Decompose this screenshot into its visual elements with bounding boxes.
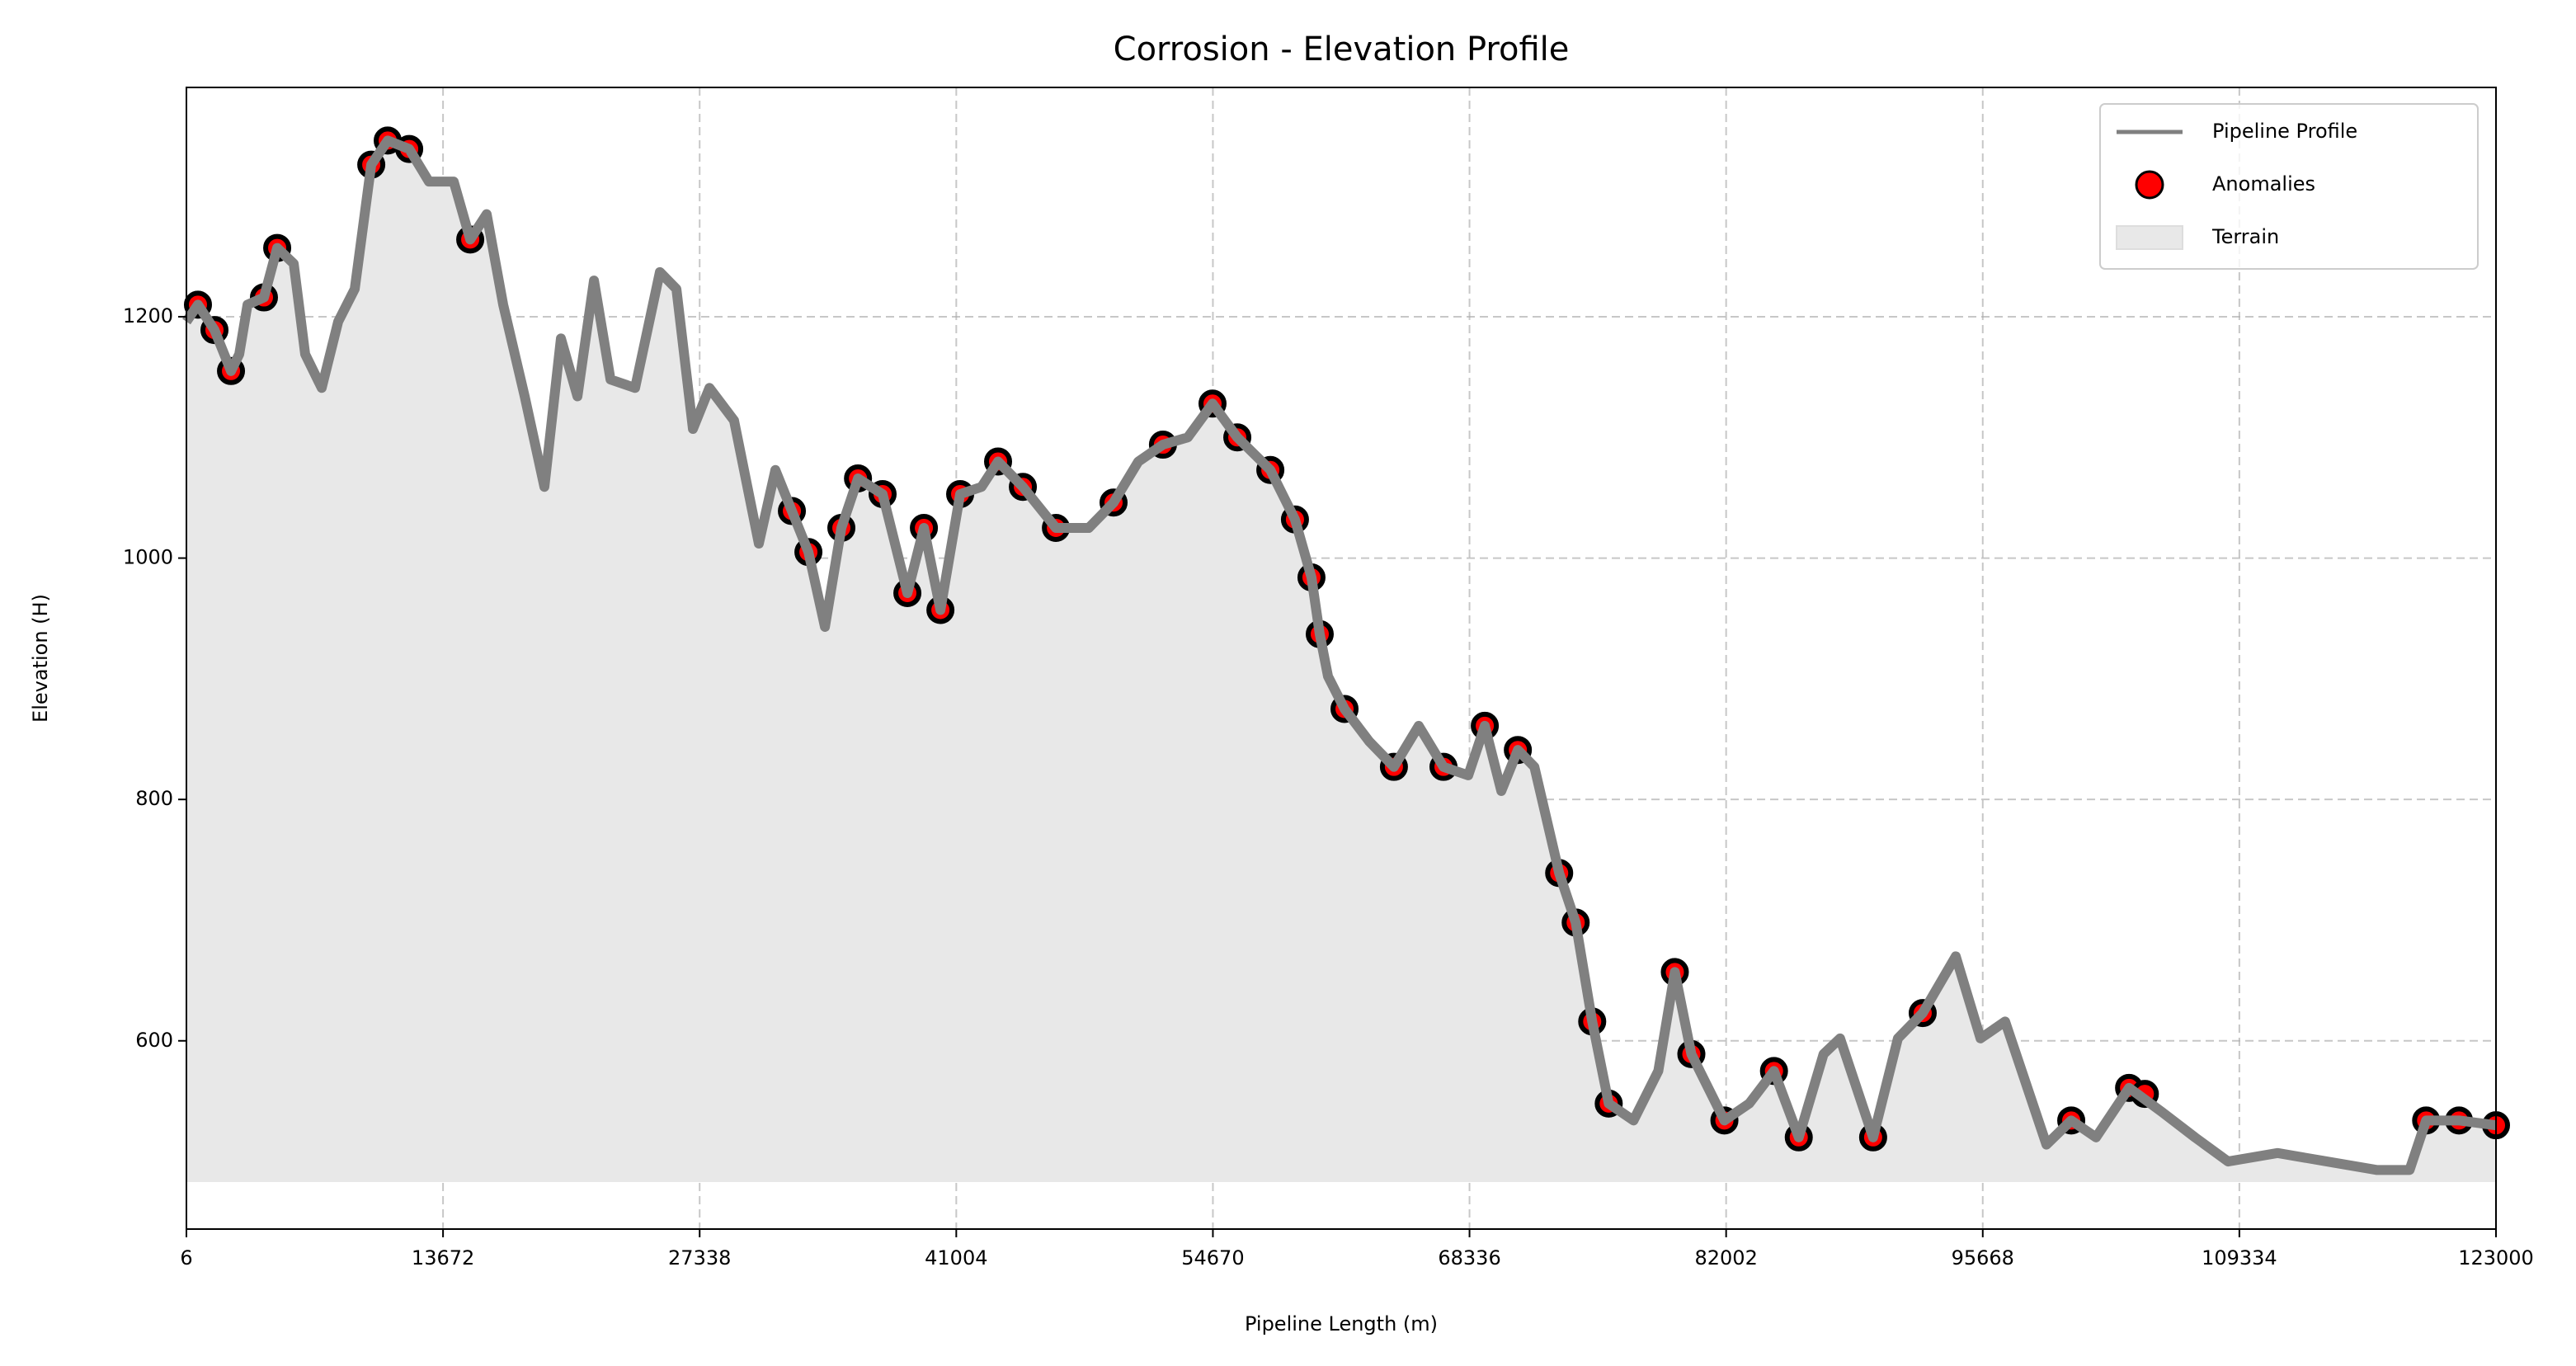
x-tick-label: 41004: [925, 1246, 987, 1269]
y-tick-label: 1000: [123, 546, 173, 569]
x-tick-label: 27338: [668, 1246, 731, 1269]
legend-label: Anomalies: [2212, 172, 2315, 195]
axes-frame: [186, 87, 2497, 1230]
x-axis-label: Pipeline Length (m): [1245, 1312, 1438, 1335]
x-tick-label: 54670: [1181, 1246, 1244, 1269]
legend-marker: [2135, 170, 2164, 200]
x-tick-label: 6: [180, 1246, 192, 1269]
x-tick-label: 68336: [1438, 1246, 1500, 1269]
legend-box: [2099, 103, 2479, 270]
y-tick-label: 1200: [123, 304, 173, 327]
legend-label: Pipeline Profile: [2212, 120, 2357, 143]
x-tick-label: 82002: [1694, 1246, 1757, 1269]
y-axis-label: Elevation (H): [29, 594, 52, 723]
x-tick-label: 123000: [2458, 1246, 2534, 1269]
legend-label: Terrain: [2211, 225, 2279, 248]
legend-swatch: [2116, 225, 2183, 250]
x-tick-label: 109334: [2202, 1246, 2277, 1269]
chart-title: Corrosion - Elevation Profile: [1114, 31, 1570, 68]
terrain-area: [186, 140, 2496, 1182]
x-tick-label: 95668: [1952, 1246, 2014, 1269]
pipeline-line: [182, 135, 2497, 1175]
y-tick-label: 800: [135, 787, 173, 810]
y-tick-label: 600: [135, 1029, 173, 1052]
x-tick-label: 13672: [412, 1246, 474, 1269]
legend: Pipeline Profile Anomalies Terrain: [2099, 103, 2479, 270]
